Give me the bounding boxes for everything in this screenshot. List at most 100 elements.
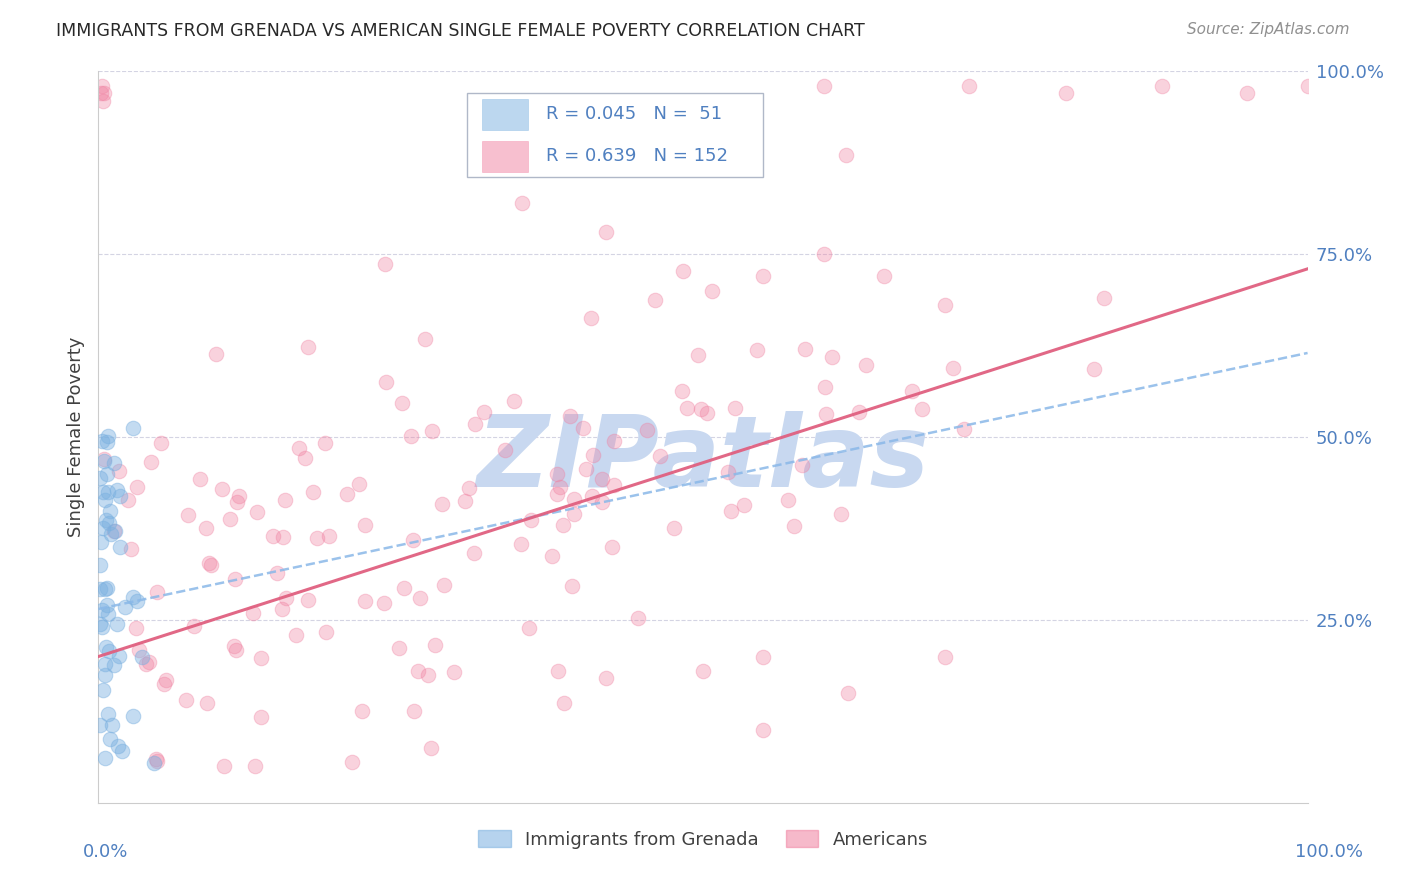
Point xyxy=(374,376,396,390)
Point xyxy=(135,657,157,671)
Point xyxy=(297,593,319,607)
Point xyxy=(574,462,596,476)
Point xyxy=(591,495,613,509)
Point xyxy=(96,640,118,654)
Point xyxy=(120,542,142,557)
Point xyxy=(110,540,132,554)
Point xyxy=(662,521,685,535)
Point xyxy=(200,558,222,572)
Point xyxy=(873,269,896,284)
Point xyxy=(416,668,439,682)
Point xyxy=(1236,87,1258,101)
Point xyxy=(297,340,319,354)
Point xyxy=(93,87,115,101)
Point xyxy=(103,456,125,470)
Point xyxy=(89,616,111,631)
Point xyxy=(1083,362,1105,376)
Point xyxy=(98,732,121,747)
Point xyxy=(692,152,714,166)
Point xyxy=(603,434,626,448)
Point xyxy=(266,566,288,581)
Point xyxy=(602,540,624,554)
Point xyxy=(188,472,211,486)
Point xyxy=(107,739,129,753)
Point xyxy=(408,591,430,605)
Point xyxy=(676,401,699,416)
Point xyxy=(464,417,486,432)
Point xyxy=(262,529,284,543)
Point xyxy=(91,603,114,617)
Point xyxy=(94,493,117,508)
Point xyxy=(401,429,423,443)
Point xyxy=(1092,292,1115,306)
Point xyxy=(415,332,437,346)
Point xyxy=(953,421,976,435)
Point xyxy=(139,455,162,469)
Point xyxy=(855,358,877,372)
Point xyxy=(813,78,835,93)
Point xyxy=(628,160,651,174)
Point xyxy=(301,484,323,499)
Point xyxy=(228,489,250,503)
Point xyxy=(94,668,117,682)
Point xyxy=(540,549,562,564)
Point xyxy=(225,495,247,509)
Point xyxy=(547,467,569,482)
Point xyxy=(595,672,617,686)
Point xyxy=(225,643,247,657)
Point xyxy=(94,582,117,596)
Point xyxy=(561,579,583,593)
Point xyxy=(562,508,585,522)
Point xyxy=(305,531,328,545)
Point xyxy=(104,524,127,538)
Point xyxy=(90,87,112,101)
Point xyxy=(274,492,297,507)
Point xyxy=(177,508,200,522)
Point xyxy=(692,664,714,678)
Point xyxy=(353,517,375,532)
Point xyxy=(690,402,713,417)
Point xyxy=(350,704,373,718)
Point xyxy=(155,673,177,687)
Text: R = 0.045   N =  51: R = 0.045 N = 51 xyxy=(546,105,721,123)
Point xyxy=(752,723,775,737)
Point xyxy=(93,454,115,468)
Point xyxy=(519,513,541,527)
Point xyxy=(246,505,269,519)
Point xyxy=(342,755,364,769)
Point xyxy=(572,421,595,435)
Point xyxy=(107,648,129,663)
Point xyxy=(90,534,112,549)
Point xyxy=(294,450,316,465)
Point xyxy=(224,572,246,586)
Point xyxy=(830,507,852,521)
Point xyxy=(91,94,114,108)
Point xyxy=(93,452,115,467)
Legend: Immigrants from Grenada, Americans: Immigrants from Grenada, Americans xyxy=(471,823,935,856)
Point xyxy=(100,718,122,732)
Point xyxy=(97,429,120,443)
Point xyxy=(183,619,205,633)
Point xyxy=(547,664,569,678)
Point xyxy=(671,384,693,398)
Point xyxy=(783,519,806,533)
Point xyxy=(117,493,139,508)
Point xyxy=(423,638,446,652)
Point xyxy=(934,298,956,312)
Point xyxy=(212,759,235,773)
Point xyxy=(392,581,415,595)
Point xyxy=(546,487,568,501)
Point xyxy=(503,393,526,408)
Text: R = 0.639   N = 152: R = 0.639 N = 152 xyxy=(546,147,728,165)
Point xyxy=(274,591,297,606)
Point xyxy=(122,590,145,604)
Point xyxy=(96,467,118,481)
Point xyxy=(100,527,122,541)
Point xyxy=(686,348,709,362)
Point xyxy=(463,546,485,560)
Point xyxy=(419,741,441,756)
Point xyxy=(474,405,496,419)
Point xyxy=(373,596,395,610)
Point xyxy=(794,342,817,356)
Point xyxy=(374,257,396,271)
